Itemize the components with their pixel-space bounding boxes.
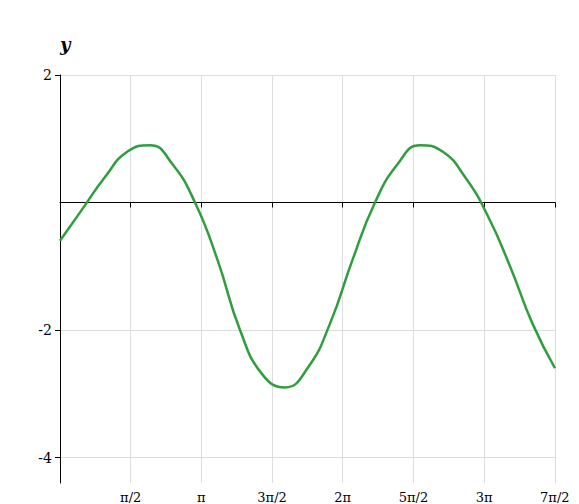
svg-text:5π/2: 5π/2 [399,490,428,504]
svg-text:2π: 2π [334,490,351,504]
svg-text:-2: -2 [38,322,52,338]
svg-text:π/2: π/2 [120,490,141,504]
svg-text:3π/2: 3π/2 [257,490,286,504]
svg-text:2: 2 [43,67,52,83]
svg-text:3π: 3π [476,490,493,504]
svg-text:7π/2: 7π/2 [540,490,569,504]
svg-text:π: π [197,490,206,504]
svg-text:-4: -4 [38,450,52,466]
svg-text:y: y [59,34,72,55]
